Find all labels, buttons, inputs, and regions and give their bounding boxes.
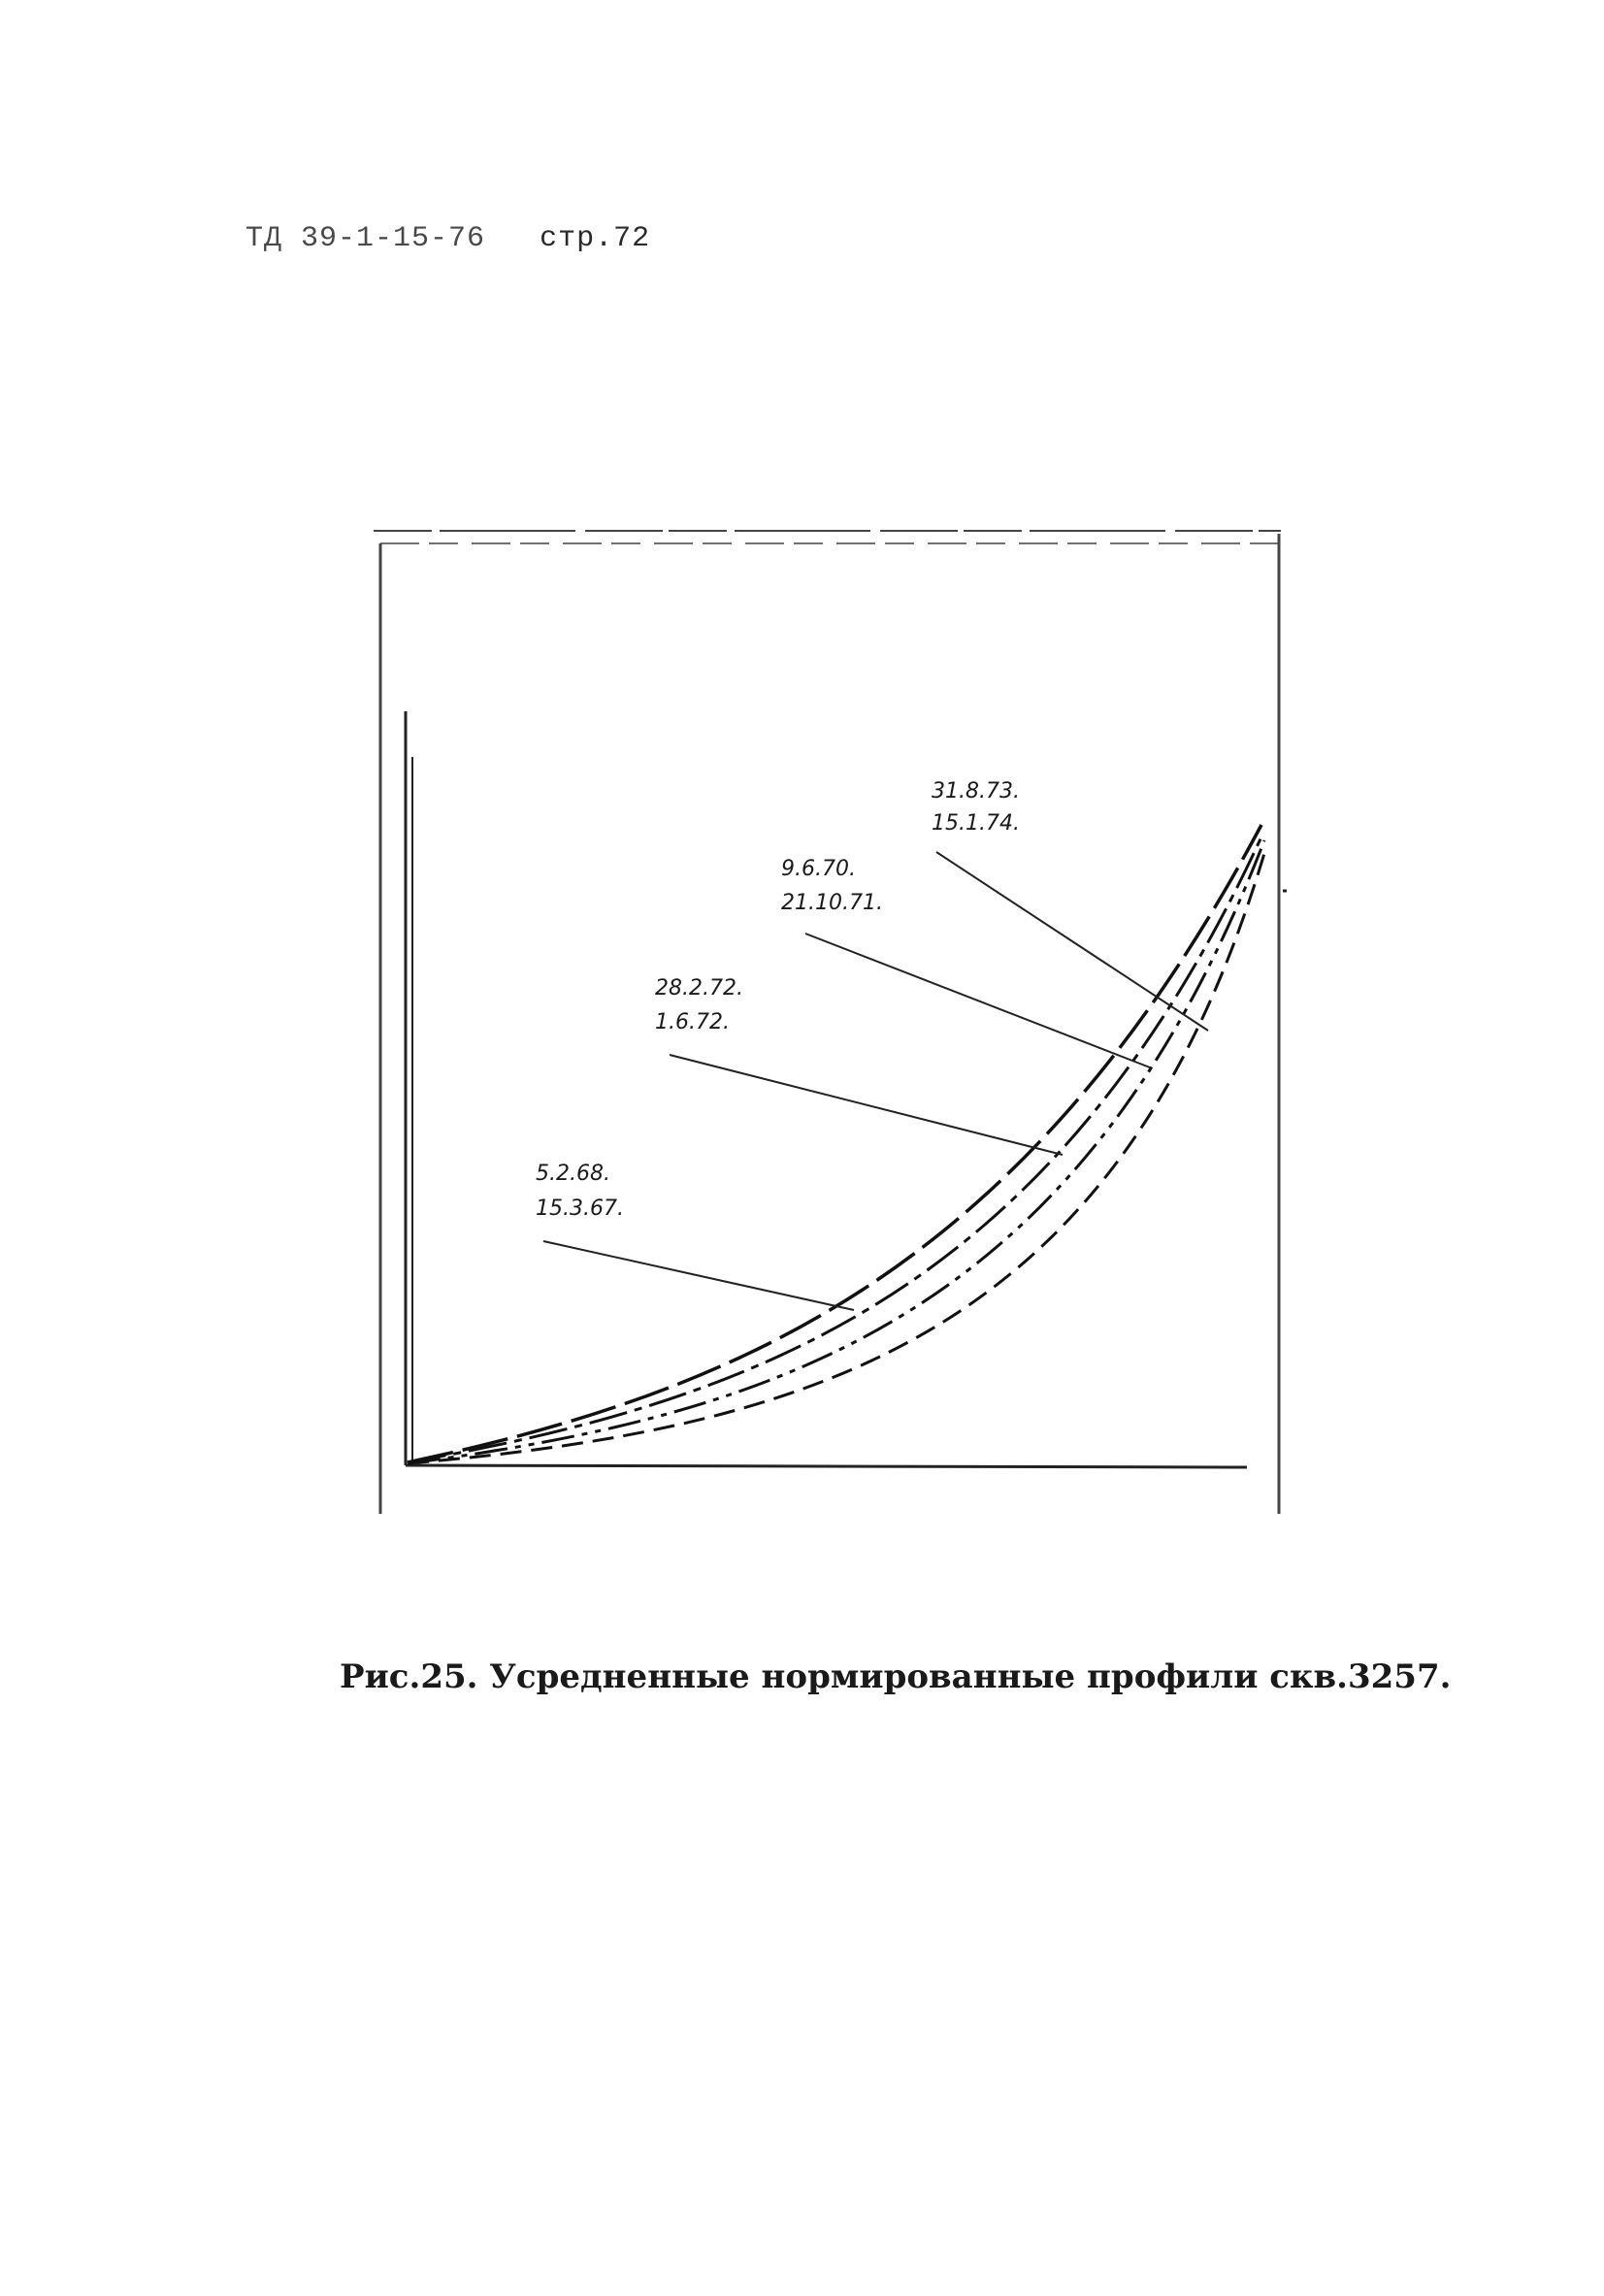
page-number: стр.72 xyxy=(540,222,651,255)
profile-curve-2 xyxy=(407,832,1265,1464)
leader-line-2 xyxy=(804,933,1151,1068)
figure-frame xyxy=(374,530,1281,1514)
curve-label-1b: 15.1.74. xyxy=(932,811,1020,836)
figure-caption: Рис.25. Усредненные нормированные профил… xyxy=(340,1657,1452,1696)
leader-lines xyxy=(542,851,1209,1311)
curve-label-4b: 15.3.67. xyxy=(536,1197,624,1221)
curve-label-2b: 21.10.71. xyxy=(781,891,883,915)
axes xyxy=(404,711,1287,1469)
curve-label-3b: 1.6.72. xyxy=(655,1010,730,1034)
profile-curve-4 xyxy=(407,849,1267,1465)
curve-labels: 31.8.73. 15.1.74. 9.6.70. 21.10.71. 28.2… xyxy=(536,779,1020,1221)
page-header: ТД 39-1-15-76 стр.72 xyxy=(209,189,650,255)
leader-line-3 xyxy=(669,1054,1064,1156)
document-code: ТД 39-1-15-76 xyxy=(246,222,486,255)
leader-line-4 xyxy=(542,1240,855,1311)
leader-line-1 xyxy=(935,851,1209,1032)
profile-curve-1 xyxy=(407,824,1263,1464)
profile-curves xyxy=(407,824,1267,1465)
curve-label-4a: 5.2.68. xyxy=(536,1162,610,1186)
curve-label-2a: 9.6.70. xyxy=(781,857,856,881)
curve-label-3a: 28.2.72. xyxy=(655,976,743,1000)
profile-curve-3 xyxy=(407,839,1266,1465)
curve-label-1a: 31.8.73. xyxy=(932,779,1020,804)
